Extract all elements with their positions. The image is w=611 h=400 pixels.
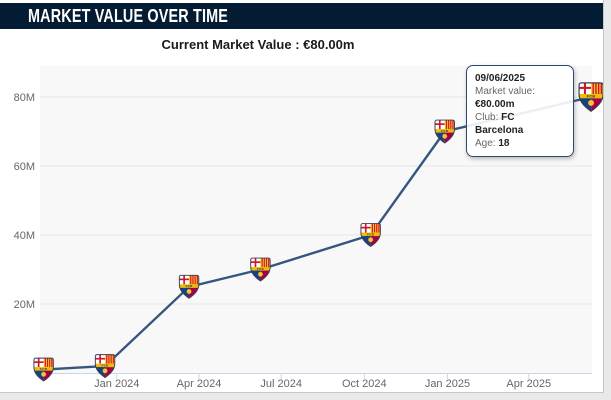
x-tick-label: Jan 2024 — [94, 378, 139, 390]
x-axis-labels: Jan 2024 Apr 2024 Jul 2024 Oct 2024 Jan 2025… — [94, 378, 551, 390]
gridlines — [40, 96, 592, 305]
x-axis — [40, 373, 592, 379]
y-tick-label: 60M — [14, 161, 35, 173]
x-tick-label: Jul 2024 — [260, 378, 302, 390]
data-point-badge[interactable] — [95, 355, 114, 378]
chart-tooltip: 09/06/2025 Market value: €80.00m Club: F… — [466, 65, 574, 157]
tooltip-date: 09/06/2025 — [475, 73, 526, 84]
tooltip-age: Age: 18 — [475, 138, 510, 149]
widget-title: MARKET VALUE OVER TIME — [28, 5, 229, 26]
y-tick-label: 80M — [14, 92, 35, 104]
tooltip-club: Club: FC Barcelona — [475, 112, 524, 136]
y-axis-labels: 20M 40M 60M 80M — [14, 92, 35, 311]
tooltip-market-value: Market value: €80.00m — [475, 86, 536, 110]
current-market-value-title: Current Market Value : €80.00m — [161, 37, 355, 52]
widget-header: MARKET VALUE OVER TIME — [0, 3, 603, 29]
x-tick-label: Apr 2025 — [506, 378, 551, 390]
data-point-badge[interactable] — [34, 358, 53, 381]
x-tick-label: Oct 2024 — [342, 378, 387, 390]
x-tick-label: Jan 2025 — [425, 378, 470, 390]
y-tick-label: 40M — [14, 230, 35, 242]
y-tick-label: 20M — [14, 299, 35, 311]
x-tick-label: Apr 2024 — [177, 378, 222, 390]
